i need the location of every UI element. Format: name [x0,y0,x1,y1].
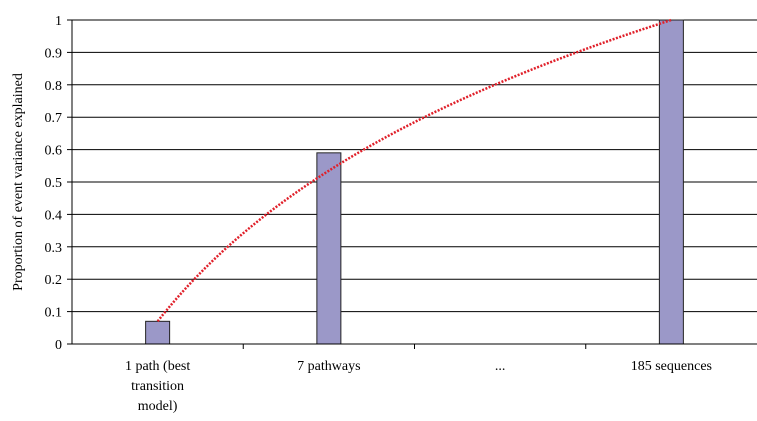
x-tick-label: 1 path (best transition model) [125,359,190,414]
x-tick-label: 7 pathways [297,359,360,374]
y-tick-label: 0.5 [45,176,63,191]
x-tick-labels: 1 path (best transition model) 7 pathways..… [125,359,712,414]
y-tick-label: 0 [55,338,62,353]
y-axis-title: Proportion of event variance explained [11,73,26,291]
trend-line-path [158,20,672,321]
y-tick-label: 0.1 [45,306,63,321]
y-tick-label: 0.9 [45,46,63,61]
bar [146,321,170,344]
y-tick-label: 1 [55,14,62,29]
y-tick-label: 0.6 [45,144,63,159]
bar [317,153,341,344]
bar [659,20,683,344]
y-tick-label: 0.4 [45,208,63,223]
y-tick-label: 0.3 [45,241,63,256]
y-tick-label: 0.7 [45,111,63,126]
y-tick-label: 0.8 [45,79,63,94]
trend-line [158,20,672,321]
y-tick-labels: 0 0.1 0.2 0.3 0.4 0.5 0.6 0.7 0.8 0.9 1 [45,14,63,353]
x-tick-label: 185 sequences [631,359,712,374]
x-tick-label: ... [495,359,506,374]
y-tick-label: 0.2 [45,273,63,288]
gridlines [67,20,757,344]
axes [72,20,757,349]
